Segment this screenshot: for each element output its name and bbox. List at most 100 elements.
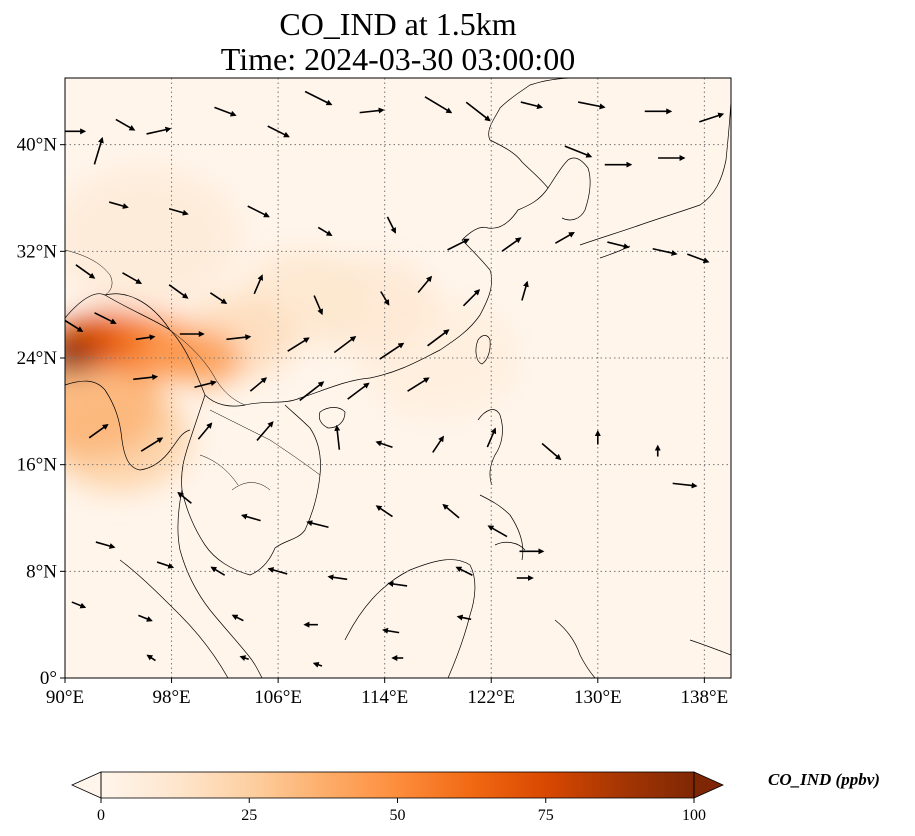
wind-arrow — [380, 291, 390, 306]
wind-arrow — [168, 284, 189, 299]
wind-arrow — [135, 334, 156, 341]
lon-tick-label: 114°E — [361, 687, 408, 708]
wind-arrow — [442, 503, 460, 519]
wind-arrow — [267, 125, 290, 138]
wind-arrow — [652, 247, 678, 256]
wind-arrow — [108, 201, 129, 209]
wind-arrow — [93, 136, 104, 165]
wind-arrow — [564, 145, 593, 158]
wind-arrow — [520, 101, 544, 110]
wind-arrow — [313, 295, 323, 316]
colorbar-tick-label: 75 — [538, 807, 554, 824]
wind-arrow — [447, 238, 470, 251]
wind-arrow — [672, 482, 698, 489]
wind-arrow — [375, 505, 393, 518]
wind-arrow — [386, 216, 396, 234]
lat-tick-label: 24°N — [17, 348, 58, 369]
wind-vectors — [65, 90, 725, 668]
wind-arrow — [253, 274, 264, 295]
wind-arrow — [138, 614, 153, 622]
lat-tick-label: 16°N — [17, 455, 58, 476]
wind-arrow — [687, 253, 710, 264]
wind-arrow — [334, 424, 341, 450]
wind-arrow — [417, 275, 433, 293]
map-area — [64, 77, 732, 679]
longitude-axis: 90°E 98°E 106°E 114°E 122°E 130°E 138°E — [46, 678, 728, 708]
wind-arrow — [312, 661, 323, 668]
map-title: CO_IND at 1.5km — [279, 6, 517, 42]
wind-arrow — [347, 382, 370, 400]
wind-arrow — [699, 112, 725, 123]
wind-arrow — [146, 126, 172, 135]
wind-arrow — [456, 614, 472, 621]
wind-arrow — [304, 90, 333, 106]
wind-arrow — [359, 107, 385, 114]
wind-arrow — [177, 491, 192, 504]
wind-arrow — [462, 289, 481, 307]
wind-arrow — [95, 541, 116, 549]
colorbar-ticks: 0 25 50 75 100 — [97, 798, 706, 824]
lat-tick-label: 40°N — [17, 135, 58, 156]
co-plume-blob-1 — [65, 166, 241, 310]
wind-arrow — [75, 264, 96, 279]
wind-arrow — [133, 374, 159, 381]
colorbar-tick-label: 25 — [241, 807, 257, 824]
wind-arrow — [239, 655, 249, 661]
wind-arrow — [424, 96, 453, 114]
colorbar-tick-label: 50 — [390, 807, 406, 824]
wind-arrow — [231, 614, 244, 622]
wind-arrow — [486, 427, 497, 448]
wind-arrow — [407, 377, 430, 392]
lat-tick-label: 0° — [40, 668, 57, 689]
wind-arrow — [194, 380, 217, 389]
wind-arrow — [214, 106, 237, 117]
wind-arrow — [210, 566, 226, 576]
colorbar-max-extension — [693, 771, 724, 799]
wind-arrow — [465, 101, 491, 122]
map-frame — [64, 77, 732, 679]
wind-arrow — [427, 329, 450, 347]
wind-arrow — [209, 292, 228, 305]
co-concentration-field — [65, 166, 518, 492]
wind-arrow — [115, 118, 136, 131]
wind-arrow — [317, 226, 333, 237]
wind-arrow — [521, 280, 529, 301]
wind-arrow — [379, 342, 405, 360]
colorbar-min-extension — [71, 771, 102, 799]
lon-tick-label: 106°E — [254, 687, 302, 708]
lon-tick-label: 130°E — [574, 687, 622, 708]
wind-arrow — [267, 567, 288, 575]
wind-arrow — [156, 561, 175, 569]
wind-arrow — [256, 421, 274, 441]
wind-arrow — [94, 312, 117, 324]
wind-arrow — [65, 319, 84, 332]
lon-tick-label: 98°E — [152, 687, 190, 708]
wind-arrow — [607, 241, 630, 250]
wind-arrow — [555, 232, 575, 244]
wind-arrow — [387, 581, 408, 587]
wind-arrow — [333, 335, 357, 354]
latitude-axis: 0° 8°N 16°N 24°N 32°N 40°N — [17, 135, 65, 689]
wind-arrow — [432, 435, 444, 453]
lon-tick-label: 90°E — [46, 687, 84, 708]
wind-arrow — [168, 207, 189, 216]
wind-arrow — [455, 566, 473, 576]
lon-tick-label: 122°E — [467, 687, 515, 708]
wind-arrow — [487, 525, 508, 538]
wind-arrow — [287, 337, 310, 352]
colorbar-tick-label: 0 — [97, 807, 105, 824]
wind-arrow — [71, 601, 87, 609]
wind-arrow — [541, 442, 562, 461]
wind-arrow — [146, 654, 156, 662]
map-gridlines — [64, 78, 731, 678]
wind-arrow — [240, 513, 261, 522]
colorbar-gradient — [101, 772, 694, 798]
wind-arrow — [327, 574, 348, 581]
map-subtitle-time: Time: 2024-03-30 03:00:00 — [220, 41, 576, 77]
wind-arrow — [140, 437, 164, 452]
co-plume-blob-11 — [65, 336, 95, 375]
wind-arrow — [122, 272, 143, 284]
colorbar-label: CO_IND (ppbv) — [768, 770, 880, 789]
wind-arrow — [247, 205, 270, 218]
